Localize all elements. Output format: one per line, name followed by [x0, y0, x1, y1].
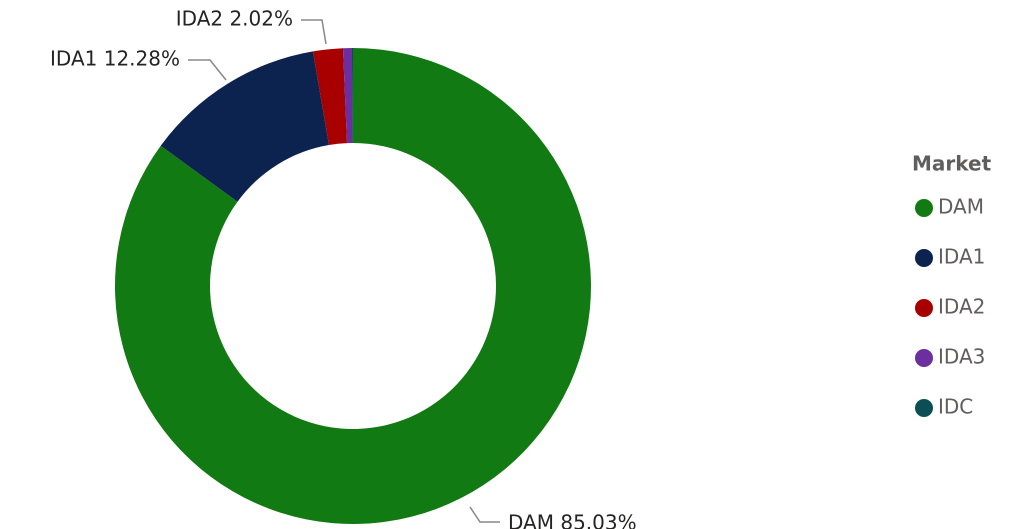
legend-marker [915, 199, 933, 217]
donut-slice [312, 48, 347, 146]
legend-label: DAM [938, 195, 984, 219]
leader-line [469, 506, 500, 523]
legend-label: IDA3 [938, 345, 985, 369]
legend-marker [915, 249, 933, 267]
legend-marker [915, 399, 933, 417]
data-label: IDA2 2.02% [176, 7, 293, 31]
data-label: IDA1 12.28% [50, 47, 180, 71]
legend-label: IDC [938, 395, 973, 419]
legend-label: IDA1 [938, 245, 985, 269]
donut-slice [160, 51, 329, 202]
data-label: DAM 85.03% [508, 511, 637, 529]
donut-slice [351, 48, 353, 144]
leader-line [301, 19, 327, 45]
legend-marker [915, 299, 933, 317]
legend-marker [915, 349, 933, 367]
legend-label: IDA2 [938, 295, 985, 319]
legend-title: Market [912, 152, 992, 176]
donut-slice [342, 48, 353, 144]
leader-line [188, 59, 227, 81]
donut-slice [115, 48, 592, 524]
